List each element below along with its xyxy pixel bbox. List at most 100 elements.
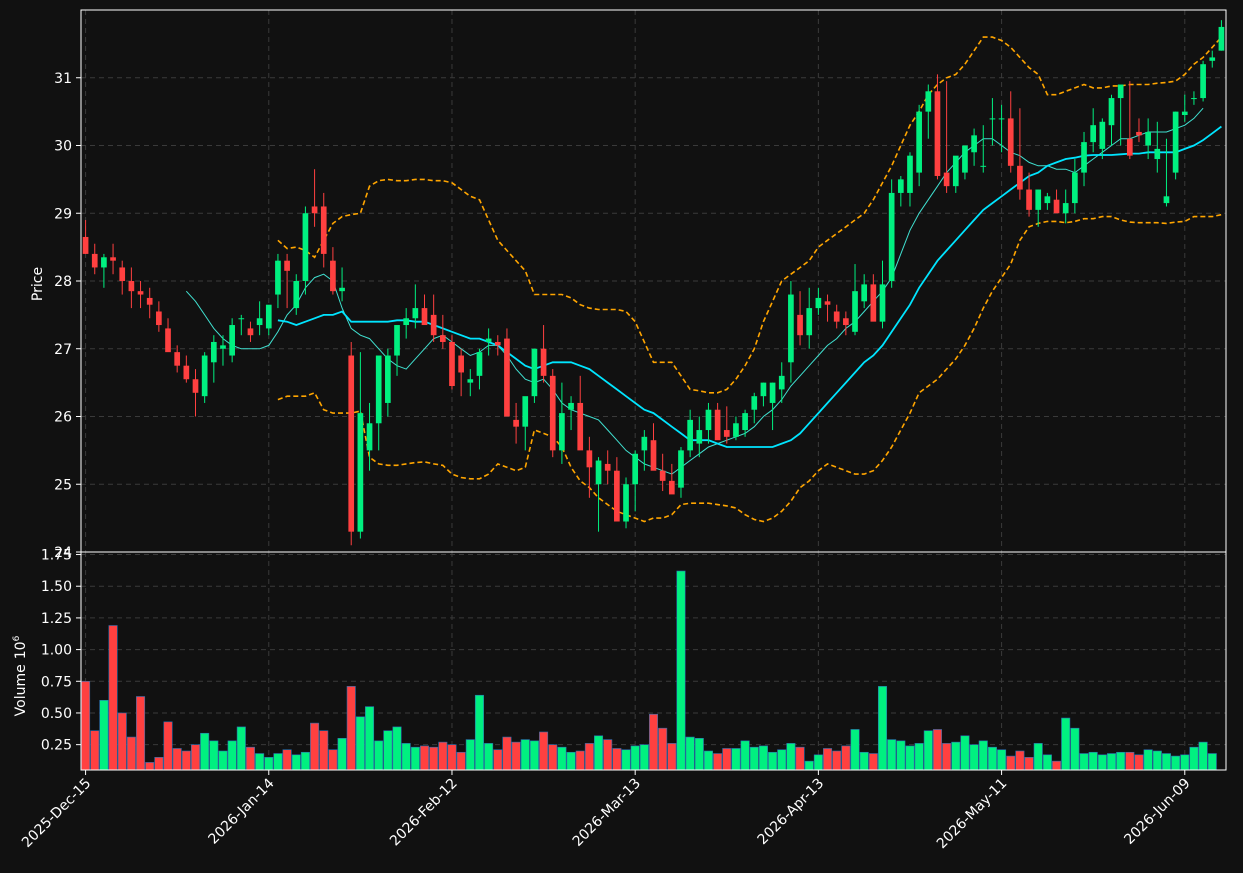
candle-body [632, 453, 639, 485]
volume-bar [273, 753, 283, 771]
volume-bar [465, 739, 475, 771]
price-axis-label: Price [30, 267, 46, 301]
candle-body [91, 253, 98, 268]
volume-bar [374, 740, 384, 771]
candle-body [705, 409, 712, 431]
candle-body [595, 460, 602, 485]
candle-body [403, 318, 410, 326]
volume-bar [813, 754, 823, 771]
candle-body [165, 328, 171, 353]
candle-body [888, 192, 895, 281]
candle-body [998, 118, 1005, 120]
volume-bar [355, 716, 365, 771]
volume-bar [932, 729, 942, 771]
volume-bar [1125, 751, 1135, 771]
volume-bar [126, 736, 136, 771]
volume-bar [1006, 755, 1016, 771]
volume-axis-label: Volume106 [12, 635, 29, 716]
volume-bar [154, 757, 164, 771]
volume-bar [1079, 753, 1089, 771]
candle-body [678, 450, 684, 488]
candlesticks [82, 20, 1225, 546]
volume-bar [676, 570, 686, 771]
volume-bar [942, 743, 952, 771]
candle-body [714, 409, 721, 441]
candle-body [980, 165, 987, 167]
volume-tick-label: 0.75 [41, 674, 72, 690]
candle-body [421, 308, 428, 326]
candle-body [641, 436, 648, 451]
volume-bar [245, 746, 255, 771]
volume-bar [108, 625, 118, 771]
candle-body [989, 118, 996, 120]
candle-body [1099, 121, 1106, 149]
candle-body [128, 281, 135, 292]
candle-body [568, 402, 574, 410]
volume-bar [310, 722, 320, 771]
volume-bar [850, 729, 860, 771]
candle-body [229, 325, 235, 356]
volume-bar [685, 736, 695, 771]
candle-body [897, 179, 904, 193]
volume-bar [227, 740, 237, 771]
volume-bar [548, 744, 558, 771]
candle-body [110, 257, 116, 261]
volume-bar [200, 732, 210, 771]
volume-bar [438, 741, 448, 771]
volume-bar [612, 748, 622, 771]
price-tick-label: 31 [54, 71, 72, 87]
volume-bar [392, 726, 402, 771]
candle-body [797, 314, 803, 336]
volume-bar [648, 713, 659, 771]
candle-body [366, 423, 373, 451]
volume-bar [749, 746, 759, 771]
volume-bar [1134, 754, 1144, 771]
candle-body [192, 379, 199, 393]
volume-bar [997, 749, 1007, 771]
candle-body [1053, 199, 1060, 214]
volume-bar [163, 721, 173, 771]
volume-bar [117, 712, 127, 771]
price-tick-label: 29 [54, 206, 72, 222]
volume-bar [786, 743, 796, 771]
candle-body [1218, 26, 1225, 51]
volume-bar [1106, 753, 1117, 771]
volume-bars [81, 570, 1217, 771]
candle-body [238, 318, 245, 320]
volume-bar [969, 744, 979, 771]
candle-body [1191, 98, 1197, 100]
volume-bar [282, 749, 292, 771]
ma-fast-line [185, 107, 1204, 475]
volume-bar [172, 748, 182, 771]
candle-body [458, 355, 464, 373]
candle-body [540, 348, 547, 376]
volume-panel-frame [80, 551, 1227, 771]
volume-bar [914, 743, 924, 771]
volume-bar [1189, 746, 1199, 771]
price-y-ticks: 24 25 26 27 28 29 30 31 [54, 71, 81, 561]
candle-body [1035, 189, 1042, 210]
candle-body [513, 419, 519, 427]
volume-bar [1088, 751, 1098, 771]
volume-bar [447, 744, 457, 771]
candle-body [733, 423, 739, 437]
candle-body [815, 297, 822, 309]
volume-bar [493, 749, 503, 771]
candle-body [1154, 148, 1161, 160]
volume-bar [566, 751, 576, 771]
candle-body [824, 301, 831, 305]
price-tick-label: 30 [54, 139, 72, 155]
volume-bar [703, 750, 713, 771]
volume-bar [529, 740, 539, 771]
volume-bar [584, 743, 594, 771]
candle-body [119, 267, 126, 281]
candle-body [339, 287, 345, 292]
candle-body [1062, 203, 1069, 214]
candle-body [311, 206, 318, 214]
candle-body [778, 375, 785, 390]
volume-bar [99, 699, 109, 771]
candle-body [137, 291, 144, 295]
volume-bar [419, 745, 430, 771]
volume-bar [694, 738, 704, 771]
volume-bar [410, 746, 420, 771]
